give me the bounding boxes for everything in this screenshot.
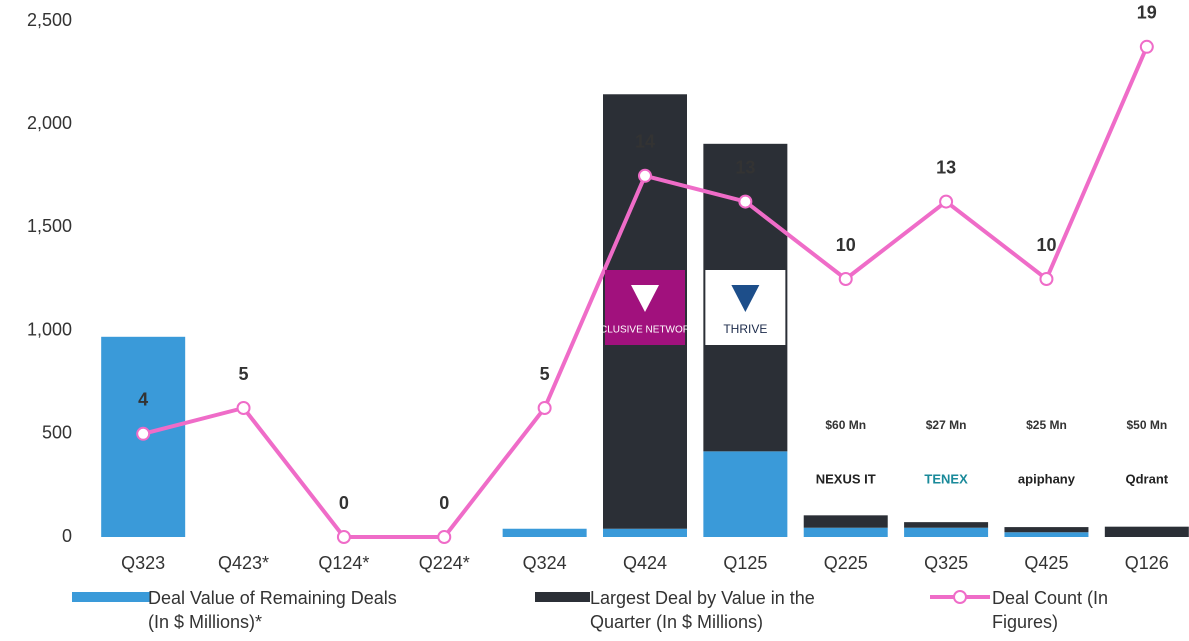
x-tick-label: Q224* xyxy=(419,553,470,573)
line-point xyxy=(738,194,753,209)
swatch xyxy=(72,592,150,602)
x-tick-label: Q124* xyxy=(318,553,369,573)
bar xyxy=(1004,527,1089,533)
data-label: 4 xyxy=(138,390,148,410)
line-point xyxy=(136,426,151,441)
annotation-label: $27 Mn xyxy=(926,418,967,432)
logo-text: NEXUS IT xyxy=(816,471,876,486)
data-label: 13 xyxy=(735,157,755,177)
data-label: 5 xyxy=(239,364,249,384)
y-tick-label: 1,500 xyxy=(27,216,72,236)
bar xyxy=(803,527,888,537)
logo-text: THRIVE xyxy=(723,322,767,336)
line-point xyxy=(638,168,652,183)
line-point xyxy=(1039,272,1054,286)
swatch xyxy=(535,592,590,602)
legend-swatch xyxy=(535,592,590,602)
x-tick-label: Q126 xyxy=(1125,553,1169,573)
bar xyxy=(1104,526,1189,537)
logo-icon xyxy=(731,285,760,312)
x-tick-label: Q323 xyxy=(121,553,165,573)
logo-text: EXCLUSIVE NETWORKS xyxy=(587,325,704,336)
data-label: 5 xyxy=(540,364,550,384)
logo-text: TENEX xyxy=(924,471,968,486)
logo-text: apiphany xyxy=(1018,471,1076,486)
line-point xyxy=(838,272,853,286)
bar xyxy=(904,527,989,537)
x-tick-label: Q424 xyxy=(623,553,667,573)
x-tick-label: Q425 xyxy=(1024,553,1068,573)
logo-icon xyxy=(631,285,659,312)
legend-label: Deal Count (In Figures) xyxy=(992,588,1109,632)
data-label: 10 xyxy=(1036,235,1056,255)
bar xyxy=(904,522,989,528)
line-point xyxy=(537,401,552,415)
data-label: 14 xyxy=(635,132,655,152)
data-label: 10 xyxy=(836,235,856,255)
line-point xyxy=(236,401,251,415)
legend-item: Largest Deal by Value in the Quarter (In… xyxy=(510,586,870,634)
logo-box xyxy=(908,445,985,491)
data-label: 0 xyxy=(439,493,449,513)
annotation-label: $25 Mn xyxy=(1026,418,1067,432)
data-label: 0 xyxy=(339,493,349,513)
bar xyxy=(1004,532,1089,537)
line-point xyxy=(1139,39,1154,54)
x-tick-label: Q423* xyxy=(218,553,269,573)
logo-box xyxy=(807,445,884,491)
line-point xyxy=(939,194,954,209)
x-tick-label: Q324 xyxy=(523,553,567,573)
swatch xyxy=(953,590,967,604)
y-tick-label: 0 xyxy=(62,526,72,546)
y-tick-label: 500 xyxy=(42,423,72,443)
data-label: 13 xyxy=(936,157,956,177)
line-point xyxy=(336,530,351,544)
legend-swatch xyxy=(930,590,990,604)
y-tick-label: 1,000 xyxy=(27,319,72,339)
bar xyxy=(502,528,587,537)
annotation-label: $50 Mn xyxy=(1126,418,1167,432)
line-point xyxy=(437,530,452,544)
legend-label: Largest Deal by Value in the Quarter (In… xyxy=(590,588,815,632)
logo-box xyxy=(1108,445,1185,491)
x-tick-label: Q325 xyxy=(924,553,968,573)
y-tick-label: 2,500 xyxy=(27,10,72,30)
x-tick-label: Q125 xyxy=(723,553,767,573)
bar xyxy=(703,451,788,537)
legend-label: Deal Value of Remaining Deals (In $ Mill… xyxy=(148,588,397,632)
legend-item: Deal Value of Remaining Deals (In $ Mill… xyxy=(72,586,408,634)
bar xyxy=(603,528,687,537)
legend-swatch xyxy=(72,592,150,602)
data-label: 19 xyxy=(1137,3,1157,23)
logo-text: Qdrant xyxy=(1126,471,1169,486)
x-tick-label: Q225 xyxy=(824,553,868,573)
y-tick-label: 2,000 xyxy=(27,113,72,133)
annotation-label: $60 Mn xyxy=(825,418,866,432)
logo-box xyxy=(1008,445,1085,491)
legend-item: Deal Count (In Figures) xyxy=(930,586,1122,634)
bar xyxy=(803,515,888,528)
